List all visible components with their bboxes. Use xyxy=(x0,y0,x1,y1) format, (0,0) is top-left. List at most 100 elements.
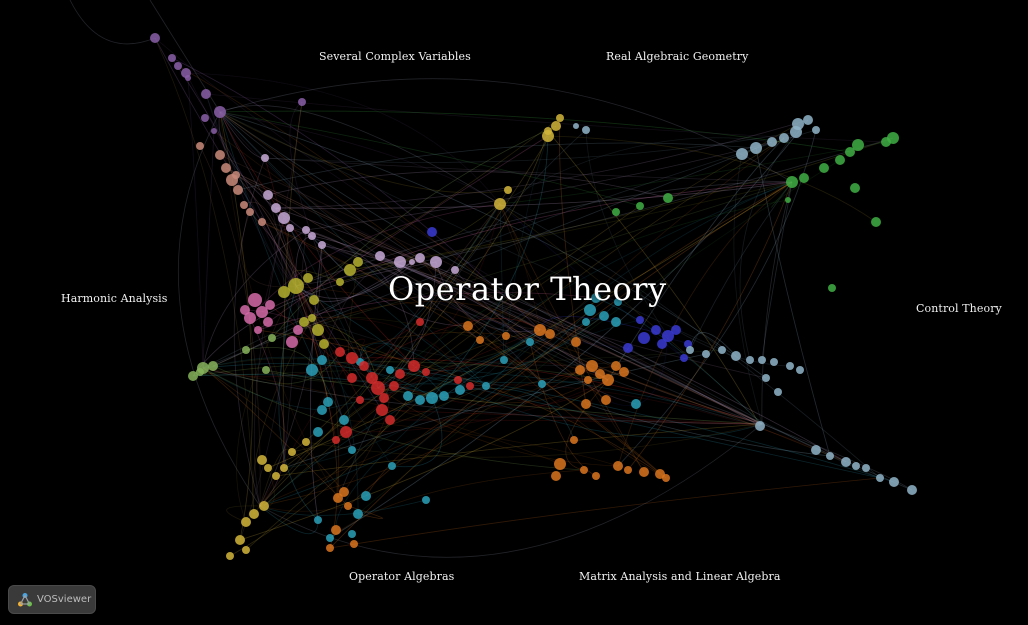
network-node[interactable] xyxy=(386,366,394,374)
network-node[interactable] xyxy=(309,295,319,305)
network-node[interactable] xyxy=(439,391,449,401)
network-node[interactable] xyxy=(262,366,270,374)
network-node[interactable] xyxy=(758,356,766,364)
network-node[interactable] xyxy=(571,337,581,347)
network-node[interactable] xyxy=(348,446,356,454)
network-node[interactable] xyxy=(388,462,396,470)
network-node[interactable] xyxy=(504,186,512,194)
network-node[interactable] xyxy=(185,75,191,81)
network-node[interactable] xyxy=(208,361,218,371)
network-node[interactable] xyxy=(852,462,860,470)
network-node[interactable] xyxy=(233,185,243,195)
network-node[interactable] xyxy=(556,114,564,122)
network-node[interactable] xyxy=(482,382,490,390)
network-node[interactable] xyxy=(582,318,590,326)
network-node[interactable] xyxy=(599,311,609,321)
network-node[interactable] xyxy=(750,142,762,154)
network-node[interactable] xyxy=(408,360,420,372)
network-node[interactable] xyxy=(427,227,437,237)
network-node[interactable] xyxy=(573,123,579,129)
network-node[interactable] xyxy=(889,477,899,487)
network-node[interactable] xyxy=(347,373,357,383)
network-node[interactable] xyxy=(308,232,316,240)
network-node[interactable] xyxy=(214,106,226,118)
network-node[interactable] xyxy=(455,385,465,395)
network-node[interactable] xyxy=(718,346,726,354)
network-node[interactable] xyxy=(680,354,688,362)
network-node[interactable] xyxy=(582,126,590,134)
network-node[interactable] xyxy=(299,317,309,327)
network-node[interactable] xyxy=(263,190,273,200)
network-node[interactable] xyxy=(636,202,644,210)
vosviewer-badge[interactable]: VOSviewer xyxy=(8,585,96,614)
network-node[interactable] xyxy=(293,325,303,335)
network-node[interactable] xyxy=(779,133,789,143)
network-node[interactable] xyxy=(811,445,821,455)
network-node[interactable] xyxy=(168,54,176,62)
network-node[interactable] xyxy=(415,395,425,405)
network-node[interactable] xyxy=(534,324,546,336)
network-node[interactable] xyxy=(302,226,310,234)
network-node[interactable] xyxy=(256,306,268,318)
network-node[interactable] xyxy=(379,393,389,403)
network-node[interactable] xyxy=(288,278,304,294)
network-node[interactable] xyxy=(662,330,674,342)
network-node[interactable] xyxy=(826,452,834,460)
network-node[interactable] xyxy=(852,139,864,151)
network-node[interactable] xyxy=(796,366,804,374)
network-node[interactable] xyxy=(317,355,327,365)
network-node[interactable] xyxy=(346,352,358,364)
network-node[interactable] xyxy=(786,176,798,188)
network-node[interactable] xyxy=(248,293,262,307)
network-node[interactable] xyxy=(326,534,334,542)
network-node[interactable] xyxy=(286,224,294,232)
network-node[interactable] xyxy=(624,466,632,474)
network-node[interactable] xyxy=(785,197,791,203)
network-node[interactable] xyxy=(201,89,211,99)
network-node[interactable] xyxy=(344,264,356,276)
network-node[interactable] xyxy=(602,374,614,386)
network-node[interactable] xyxy=(403,391,413,401)
network-node[interactable] xyxy=(306,364,318,376)
network-node[interactable] xyxy=(570,436,578,444)
network-node[interactable] xyxy=(619,367,629,377)
network-node[interactable] xyxy=(662,474,670,482)
network-node[interactable] xyxy=(331,525,341,535)
network-node[interactable] xyxy=(394,256,406,268)
network-node[interactable] xyxy=(551,121,561,131)
network-node[interactable] xyxy=(254,326,262,334)
network-node[interactable] xyxy=(651,325,661,335)
network-node[interactable] xyxy=(336,278,344,286)
network-node[interactable] xyxy=(591,293,601,303)
network-node[interactable] xyxy=(257,455,267,465)
network-node[interactable] xyxy=(385,415,395,425)
network-node[interactable] xyxy=(265,300,275,310)
network-node[interactable] xyxy=(871,217,881,227)
network-node[interactable] xyxy=(639,467,649,477)
network-node[interactable] xyxy=(631,399,641,409)
network-node[interactable] xyxy=(767,137,777,147)
network-node[interactable] xyxy=(258,218,266,226)
network-node[interactable] xyxy=(502,332,510,340)
network-node[interactable] xyxy=(371,381,385,395)
network-node[interactable] xyxy=(538,380,546,388)
network-node[interactable] xyxy=(580,466,588,474)
network-node[interactable] xyxy=(466,382,474,390)
network-node[interactable] xyxy=(259,501,269,511)
network-node[interactable] xyxy=(595,369,605,379)
network-node[interactable] xyxy=(494,198,506,210)
network-node[interactable] xyxy=(463,321,473,331)
network-node[interactable] xyxy=(244,312,256,324)
network-node[interactable] xyxy=(335,347,345,357)
network-node[interactable] xyxy=(308,314,316,322)
network-node[interactable] xyxy=(361,491,371,501)
network-node[interactable] xyxy=(268,334,276,342)
network-node[interactable] xyxy=(774,388,782,396)
network-node[interactable] xyxy=(409,259,415,265)
network-node[interactable] xyxy=(389,381,399,391)
network-node[interactable] xyxy=(353,509,363,519)
network-node[interactable] xyxy=(235,535,245,545)
network-node[interactable] xyxy=(586,360,598,372)
network-node[interactable] xyxy=(584,376,592,384)
network-node[interactable] xyxy=(416,318,424,326)
